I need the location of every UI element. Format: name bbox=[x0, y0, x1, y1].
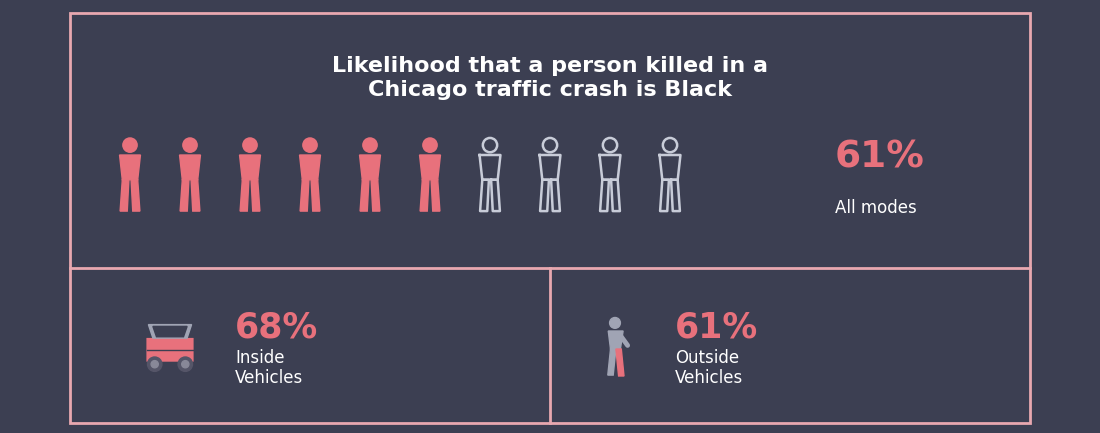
Text: 61%: 61% bbox=[675, 311, 758, 345]
Polygon shape bbox=[240, 180, 249, 211]
Polygon shape bbox=[299, 155, 320, 180]
Polygon shape bbox=[431, 180, 440, 211]
Circle shape bbox=[243, 138, 257, 152]
Polygon shape bbox=[371, 180, 380, 211]
Circle shape bbox=[147, 357, 162, 372]
Polygon shape bbox=[608, 349, 616, 375]
Text: 61%: 61% bbox=[835, 140, 925, 176]
Polygon shape bbox=[300, 180, 309, 211]
Polygon shape bbox=[120, 180, 129, 211]
Polygon shape bbox=[180, 180, 189, 211]
Polygon shape bbox=[131, 180, 140, 211]
Circle shape bbox=[182, 361, 189, 368]
Circle shape bbox=[183, 138, 197, 152]
Polygon shape bbox=[179, 155, 200, 180]
Circle shape bbox=[151, 361, 158, 368]
Text: All modes: All modes bbox=[835, 199, 916, 217]
Circle shape bbox=[609, 317, 620, 328]
Polygon shape bbox=[419, 155, 440, 180]
Polygon shape bbox=[240, 155, 261, 180]
Polygon shape bbox=[360, 180, 368, 211]
Text: 68%: 68% bbox=[235, 311, 318, 345]
Text: Inside
Vehicles: Inside Vehicles bbox=[235, 349, 304, 388]
Polygon shape bbox=[608, 331, 623, 349]
Circle shape bbox=[422, 138, 437, 152]
Polygon shape bbox=[420, 180, 429, 211]
FancyBboxPatch shape bbox=[70, 13, 1030, 423]
Polygon shape bbox=[148, 325, 191, 338]
Circle shape bbox=[302, 138, 317, 152]
Polygon shape bbox=[120, 155, 141, 180]
FancyBboxPatch shape bbox=[146, 338, 194, 362]
Polygon shape bbox=[616, 349, 624, 376]
Text: Outside
Vehicles: Outside Vehicles bbox=[675, 349, 744, 388]
Polygon shape bbox=[191, 180, 200, 211]
Circle shape bbox=[123, 138, 138, 152]
Polygon shape bbox=[153, 326, 187, 337]
Circle shape bbox=[363, 138, 377, 152]
Polygon shape bbox=[360, 155, 381, 180]
Polygon shape bbox=[311, 180, 320, 211]
Circle shape bbox=[178, 357, 192, 372]
Text: Likelihood that a person killed in a
Chicago traffic crash is Black: Likelihood that a person killed in a Chi… bbox=[332, 56, 768, 100]
Polygon shape bbox=[251, 180, 260, 211]
